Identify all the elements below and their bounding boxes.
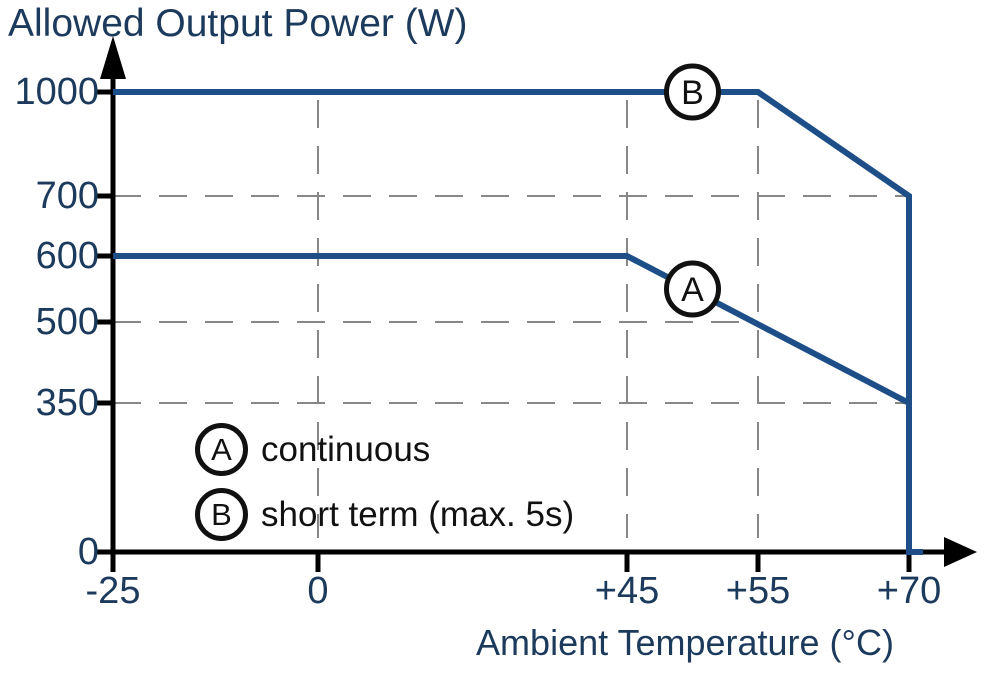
y-tick-label: 1000 (14, 71, 99, 113)
x-axis-arrow-icon (944, 537, 977, 567)
legend-label-b: short term (max. 5s) (261, 494, 575, 534)
curve-marker-b-letter: B (681, 74, 704, 112)
curve-marker-a-icon (664, 260, 721, 318)
y-tick-label: 0 (77, 531, 99, 573)
x-axis-title: Ambient Temperature (°C) (476, 622, 894, 663)
y-tick-label: 600 (35, 235, 99, 277)
x-tick-label: 0 (307, 570, 329, 612)
legend-item-a: A continuous (195, 423, 430, 476)
chart-title: Allowed Output Power (W) (8, 2, 468, 45)
y-tick-label: 700 (35, 175, 99, 217)
y-tick-label: 350 (35, 382, 99, 424)
series-A-line (113, 253, 911, 406)
legend-marker-b-icon: B (195, 488, 248, 541)
curve-marker-b-icon (664, 63, 721, 121)
legend-item-b: B short term (max. 5s) (195, 488, 574, 541)
x-tick-label: -25 (85, 570, 141, 612)
series-B-line (113, 89, 923, 555)
y-tick-label: 500 (35, 301, 99, 343)
y-axis-arrow-icon (100, 36, 126, 79)
x-tick-label: +70 (876, 570, 942, 612)
x-tick-label: +55 (725, 570, 791, 612)
legend-label-a: continuous (261, 429, 431, 469)
legend-marker-a-icon: A (195, 423, 248, 476)
x-tick-label: +45 (594, 570, 660, 612)
curve-marker-a-letter: A (681, 271, 704, 309)
